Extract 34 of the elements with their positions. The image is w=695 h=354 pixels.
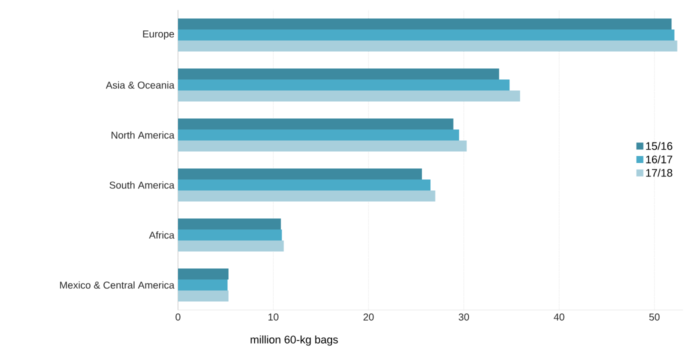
bar [178, 190, 436, 202]
bar [178, 218, 281, 230]
x-tick-label: 30 [458, 314, 470, 321]
y-tick-label: North America [112, 131, 174, 139]
bar [178, 68, 500, 80]
y-tick-label: Mexico & Central America [60, 281, 174, 289]
x-axis-title: million 60-kg bags [250, 335, 338, 346]
x-tick-label: 10 [268, 314, 278, 321]
x-tick-label: 50 [649, 314, 660, 321]
legend-label: 15/16 [646, 142, 672, 150]
bar [178, 130, 460, 141]
x-tick-label: 40 [554, 314, 564, 321]
y-tick-label: Europe [143, 30, 174, 40]
legend-label: 16/17 [646, 155, 672, 164]
legend-label: 17/18 [646, 168, 672, 177]
bar [178, 18, 672, 30]
bar [178, 30, 674, 41]
bar [178, 140, 467, 152]
bar [178, 40, 678, 52]
bar [178, 90, 520, 102]
bar [178, 80, 510, 91]
x-tick-label: 20 [364, 314, 374, 321]
y-tick-label: Asia & Oceania [106, 81, 174, 89]
y-tick-label: South America [110, 181, 174, 189]
bar [178, 268, 228, 280]
bar [178, 280, 228, 290]
bar [178, 230, 282, 240]
bar [178, 240, 284, 252]
y-tick-label: Africa [149, 231, 174, 239]
bar [178, 168, 422, 180]
bar [178, 290, 228, 302]
x-tick-label: 0 [176, 314, 180, 321]
bar [178, 118, 454, 130]
bar [178, 180, 430, 190]
